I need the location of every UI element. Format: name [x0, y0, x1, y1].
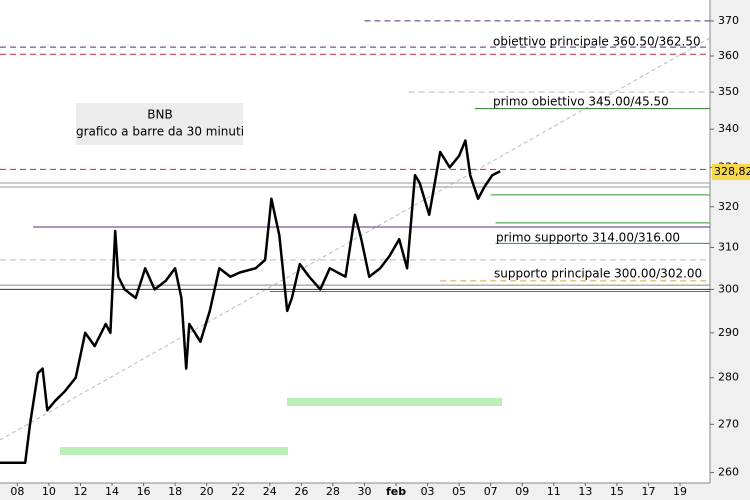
y-tick-label: 360	[718, 49, 739, 62]
x-tick-label: 12	[73, 485, 87, 498]
y-tick-label: 350	[718, 85, 739, 98]
x-tick-label: 07	[484, 485, 498, 498]
x-tick-label: 22	[231, 485, 245, 498]
x-tick-label: 30	[357, 485, 371, 498]
y-tick-label: 270	[718, 417, 739, 430]
y-tick-label: 300	[718, 282, 739, 295]
chart-title: BNB	[147, 108, 172, 122]
y-tick-label: 290	[718, 326, 739, 339]
y-tick-label: 320	[718, 200, 739, 213]
chart-subtitle: grafico a barre da 30 minuti	[76, 125, 244, 139]
trend-line	[0, 37, 711, 441]
x-tick-label: 15	[610, 485, 624, 498]
x-tick-label: 05	[452, 485, 466, 498]
x-tick-label: 24	[263, 485, 277, 498]
y-tick-label: 280	[718, 371, 739, 384]
x-tick-label: 20	[200, 485, 214, 498]
x-tick-label: 19	[673, 485, 687, 498]
x-tick-label: 10	[42, 485, 56, 498]
x-tick-label: 18	[168, 485, 182, 498]
y-tick-label: 370	[718, 14, 739, 27]
band	[60, 447, 288, 455]
annotation: primo obiettivo 345.00/45.50	[493, 95, 669, 109]
x-tick-label: 16	[137, 485, 151, 498]
x-tick-label: 13	[578, 485, 592, 498]
x-tick-label: 14	[105, 485, 119, 498]
x-tick-label: 09	[515, 485, 529, 498]
x-tick-label: 11	[547, 485, 561, 498]
x-tick-label: 28	[326, 485, 340, 498]
annotation: obiettivo principale 360.50/362.50	[493, 35, 701, 49]
price-line	[0, 139, 501, 465]
last-price-box	[712, 163, 750, 180]
x-tick-label: 26	[294, 485, 308, 498]
band	[287, 398, 502, 406]
y-tick-label: 340	[718, 122, 739, 135]
last-price-label: 328,82	[714, 165, 750, 178]
x-tick-label: 17	[641, 485, 655, 498]
x-tick-label: 08	[10, 485, 24, 498]
y-axis-strip	[710, 0, 750, 500]
annotation: supporto principale 300.00/302.00	[494, 267, 702, 281]
x-axis-strip	[0, 483, 750, 500]
x-tick-label: 03	[421, 485, 435, 498]
annotation: primo supporto 314.00/316.00	[496, 231, 680, 245]
y-tick-label: 310	[718, 240, 739, 253]
x-tick-label: feb	[386, 485, 406, 498]
y-tick-label: 260	[718, 466, 739, 479]
info-box	[76, 103, 243, 145]
